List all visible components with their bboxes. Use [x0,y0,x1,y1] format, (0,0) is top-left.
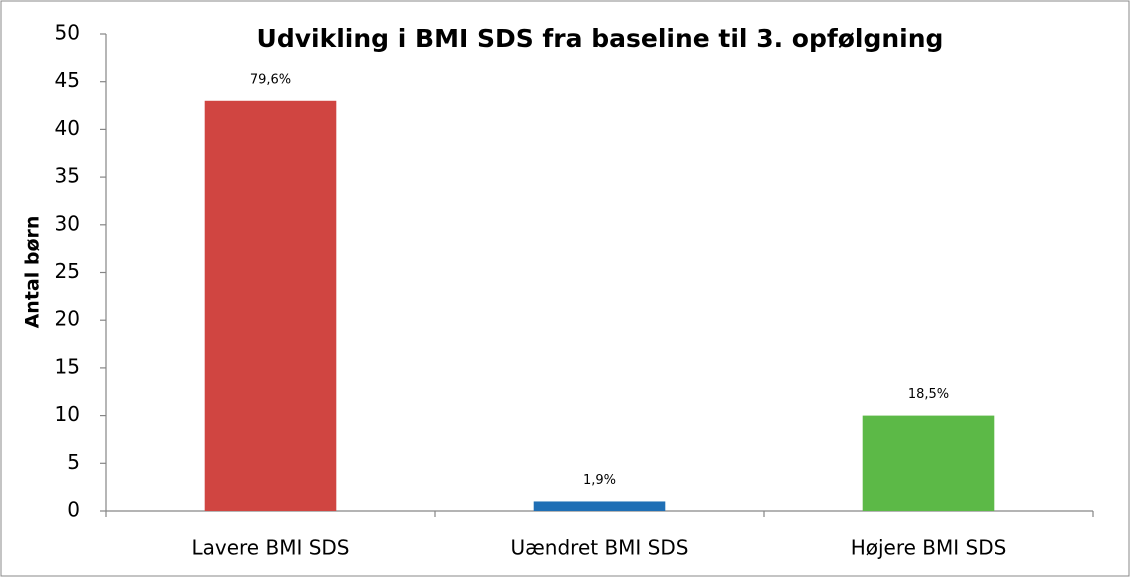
y-tick-label: 10 [55,402,80,426]
y-tick-label: 30 [55,211,80,235]
y-tick-label: 0 [67,498,80,522]
y-tick-label: 20 [55,307,80,331]
bar-annotation: 79,6% [250,72,291,87]
bar [204,100,337,511]
y-axis-title: Antal børn [22,216,44,329]
bar-annotation: 1,9% [583,473,616,488]
y-tick-label: 15 [55,354,80,378]
x-tick-label: Lavere BMI SDS [191,536,349,560]
x-tick-label: Højere BMI SDS [851,536,1007,560]
y-tick-label: 40 [55,116,80,140]
y-tick-label: 35 [55,164,80,188]
bar [533,501,666,511]
bar [862,415,995,511]
bar-annotation: 18,5% [908,387,949,402]
x-tick-label: Uændret BMI SDS [511,536,689,560]
chart-title: Udvikling i BMI SDS fra baseline til 3. … [257,24,944,53]
y-tick-label: 25 [55,259,80,283]
y-tick-label: 45 [55,68,80,92]
y-tick-label: 5 [67,450,80,474]
y-tick-label: 50 [55,21,80,45]
